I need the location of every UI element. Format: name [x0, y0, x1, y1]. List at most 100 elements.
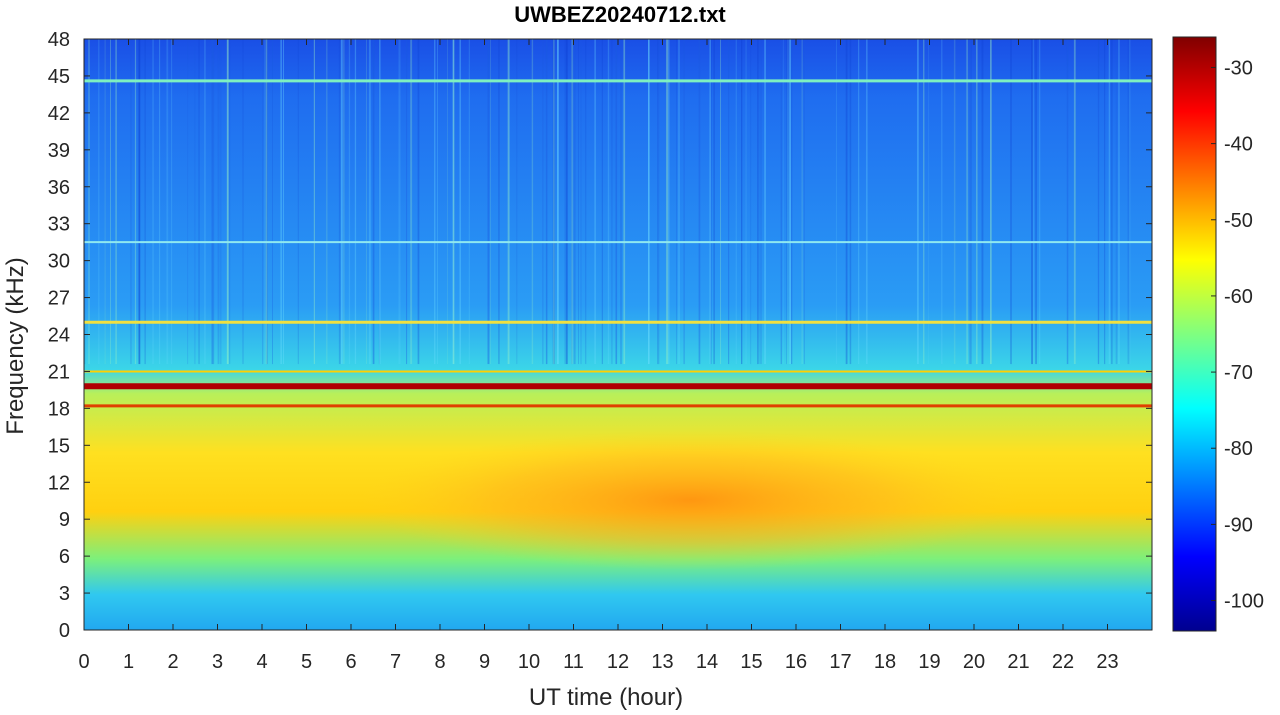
y-tick-label: 45	[48, 66, 70, 88]
texture-stripe	[410, 39, 413, 365]
texture-stripe	[266, 39, 268, 365]
texture-stripe	[981, 39, 984, 365]
colorbar-tick-label: -80	[1224, 438, 1253, 460]
x-tick-label: 22	[1052, 651, 1074, 673]
texture-stripe	[970, 39, 972, 365]
x-tick-label: 12	[607, 651, 629, 673]
texture-stripe	[437, 39, 438, 365]
y-tick-label: 18	[48, 398, 70, 420]
y-tick-label: 6	[59, 546, 70, 568]
x-tick-label: 5	[301, 651, 312, 673]
texture-stripe	[760, 39, 762, 365]
texture-stripe	[791, 39, 793, 365]
x-tick-label: 14	[696, 651, 718, 673]
texture-stripe	[171, 39, 173, 365]
texture-stripe	[969, 39, 972, 365]
texture-stripe	[728, 39, 730, 365]
texture-stripe	[786, 39, 787, 365]
texture-stripe	[780, 39, 782, 365]
texture-stripe	[953, 39, 956, 365]
texture-stripe	[130, 39, 132, 365]
texture-stripe	[571, 39, 573, 365]
texture-stripe	[789, 39, 791, 365]
texture-stripe	[564, 39, 567, 365]
texture-stripe	[554, 39, 555, 365]
texture-stripe	[211, 39, 214, 365]
x-tick-label: 10	[518, 651, 540, 673]
texture-stripe	[1118, 39, 1120, 365]
texture-stripe	[1115, 39, 1118, 365]
y-tick-label: 21	[48, 361, 70, 383]
texture-stripe	[1111, 39, 1113, 365]
y-tick-label: 48	[48, 29, 70, 51]
texture-stripe	[219, 39, 222, 365]
texture-stripe	[343, 39, 345, 365]
x-tick-label: 2	[167, 651, 178, 673]
texture-stripe	[88, 39, 90, 365]
x-tick-label: 8	[434, 651, 445, 673]
texture-stripe	[764, 39, 766, 365]
texture-stripe	[542, 39, 544, 365]
colorbar-tick-label: -90	[1224, 514, 1253, 536]
texture-stripe	[194, 39, 196, 365]
texture-stripe	[720, 39, 721, 365]
colorbar-tick-label: -100	[1224, 591, 1264, 613]
colorbar-ticks: -30 -40 -50 -60 -70 -80 -90 -100	[1211, 57, 1264, 613]
texture-stripe	[941, 39, 943, 365]
texture-stripe	[227, 39, 229, 365]
texture-stripe	[735, 39, 737, 365]
texture-stripe	[368, 39, 371, 365]
texture-stripe	[545, 39, 548, 365]
texture-stripe	[1035, 39, 1037, 365]
x-tick-label: 18	[874, 651, 896, 673]
x-tick-label: 16	[785, 651, 807, 673]
texture-stripe	[668, 39, 670, 365]
colorbar: -30 -40 -50 -60 -70 -80 -90 -100	[1172, 36, 1264, 632]
y-tick-label: 12	[48, 472, 70, 494]
y-tick-label: 3	[59, 583, 70, 605]
texture-stripe	[611, 39, 613, 365]
colorbar-tick-label: -70	[1224, 362, 1253, 384]
texture-stripe	[657, 39, 660, 365]
texture-stripe	[166, 39, 169, 365]
texture-stripe	[452, 39, 454, 365]
x-tick-label: 17	[829, 651, 851, 673]
spectrogram-texture	[84, 39, 1131, 365]
texture-stripe	[452, 39, 455, 365]
y-axis-title: Frequency (kHz)	[2, 257, 29, 434]
texture-stripe	[858, 39, 860, 365]
texture-stripe	[152, 39, 154, 365]
y-tick-label: 27	[48, 288, 70, 310]
texture-stripe	[573, 39, 576, 365]
texture-stripe	[379, 39, 381, 365]
texture-stripe	[553, 39, 555, 365]
x-tick-label: 3	[212, 651, 223, 673]
texture-stripe	[417, 39, 420, 365]
x-tick-label: 0	[78, 651, 89, 673]
texture-stripe	[615, 39, 618, 365]
texture-stripe	[187, 39, 189, 365]
texture-stripe	[338, 39, 341, 365]
narrowband-lines	[84, 79, 1152, 408]
x-tick-label: 21	[1007, 651, 1029, 673]
texture-stripe	[782, 39, 784, 365]
texture-stripe	[678, 39, 680, 365]
spectrogram-hotspot	[360, 430, 1020, 570]
texture-stripe	[580, 39, 582, 365]
texture-stripe	[1031, 39, 1034, 365]
texture-stripe	[531, 39, 534, 365]
texture-stripe	[1108, 39, 1110, 365]
texture-stripe	[398, 39, 401, 365]
texture-stripe	[265, 39, 268, 365]
texture-stripe	[406, 39, 408, 365]
texture-stripe	[115, 39, 117, 365]
texture-stripe	[557, 39, 559, 365]
texture-stripe	[1127, 39, 1130, 365]
texture-stripe	[594, 39, 596, 365]
texture-stripe	[1032, 39, 1034, 365]
texture-stripe	[280, 39, 282, 365]
texture-stripe	[710, 39, 712, 365]
colorbar-gradient	[1172, 36, 1217, 632]
